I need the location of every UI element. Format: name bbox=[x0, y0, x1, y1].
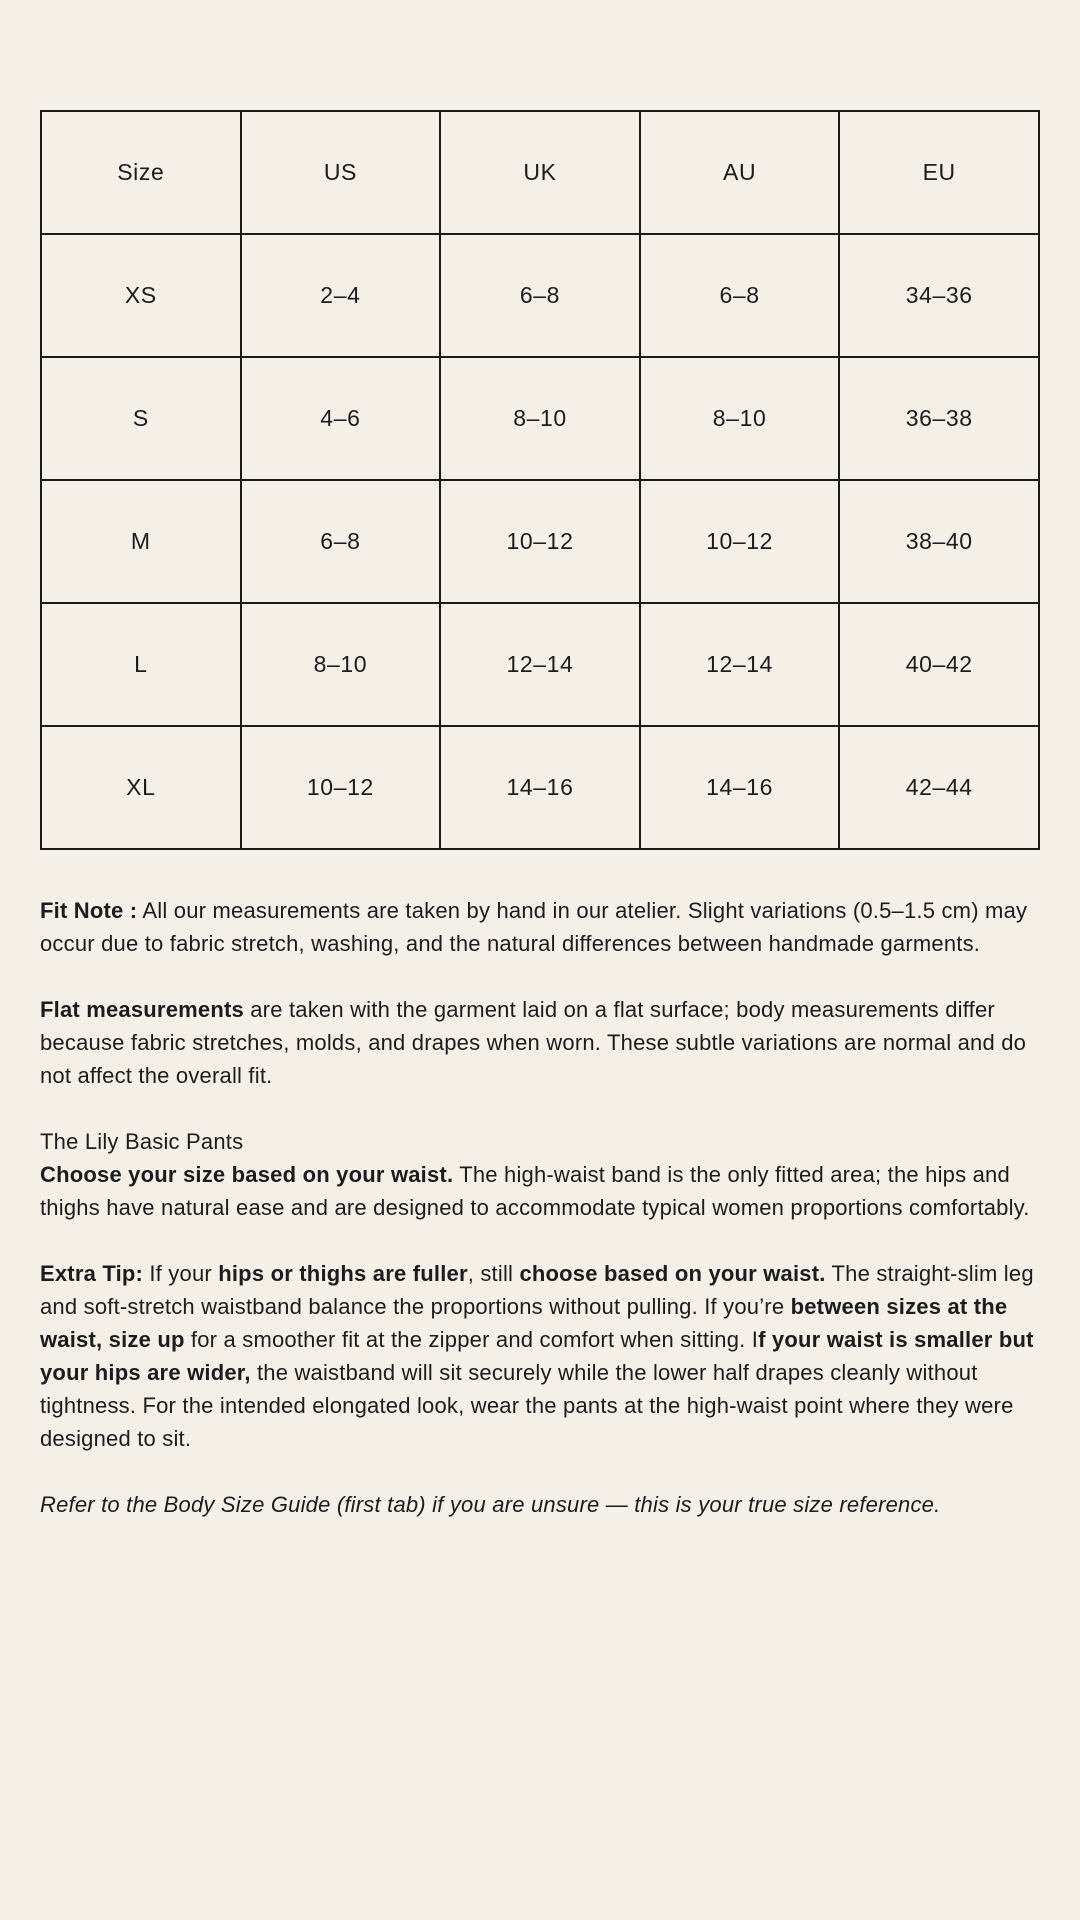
us-value: 6–8 bbox=[239, 479, 442, 604]
product-title: The Lily Basic Pants bbox=[40, 1125, 1040, 1158]
au-value: 8–10 bbox=[638, 356, 841, 481]
size-table-header: Size US UK AU EU bbox=[40, 110, 1040, 235]
sizing-advice-paragraph: Choose your size based on your waist. Th… bbox=[40, 1158, 1040, 1224]
column-header-uk: UK bbox=[439, 110, 641, 235]
table-row-m: M 6–8 10–12 10–12 38–40 bbox=[40, 479, 1040, 604]
au-value: 6–8 bbox=[638, 233, 841, 358]
extra-tip-paragraph: Extra Tip: If your hips or thighs are fu… bbox=[40, 1257, 1040, 1455]
size-label: L bbox=[40, 602, 242, 727]
extra-tip-text: , still bbox=[467, 1261, 520, 1286]
column-header-size: Size bbox=[40, 110, 242, 235]
extra-tip-label: Extra Tip: bbox=[40, 1261, 144, 1286]
us-value: 2–4 bbox=[239, 233, 442, 358]
au-value: 14–16 bbox=[638, 725, 841, 850]
uk-value: 6–8 bbox=[439, 233, 641, 358]
size-guide-notes: Fit Note : All our measurements are take… bbox=[40, 894, 1040, 1521]
column-header-eu: EU bbox=[838, 110, 1040, 235]
header-row: Size US UK AU EU bbox=[40, 110, 1040, 235]
au-value: 10–12 bbox=[638, 479, 841, 604]
reference-note-text: Refer to the Body Size Guide (first tab)… bbox=[40, 1492, 941, 1517]
size-label: XL bbox=[40, 725, 242, 850]
fit-note-label: Fit Note : bbox=[40, 898, 138, 923]
eu-value: 38–40 bbox=[838, 479, 1040, 604]
reference-note: Refer to the Body Size Guide (first tab)… bbox=[40, 1488, 1040, 1521]
uk-value: 8–10 bbox=[439, 356, 641, 481]
eu-value: 34–36 bbox=[838, 233, 1040, 358]
table-row-l: L 8–10 12–14 12–14 40–42 bbox=[40, 602, 1040, 727]
extra-tip-bold-choose: choose based on your waist. bbox=[519, 1261, 826, 1286]
uk-value: 10–12 bbox=[439, 479, 641, 604]
fit-note-paragraph: Fit Note : All our measurements are take… bbox=[40, 894, 1040, 960]
extra-tip-text: The straight-slim leg and soft-stretch w… bbox=[40, 1261, 1034, 1319]
table-row-s: S 4–6 8–10 8–10 36–38 bbox=[40, 356, 1040, 481]
size-label: S bbox=[40, 356, 242, 481]
fit-note-text: All our measurements are taken by hand i… bbox=[40, 898, 1028, 956]
column-header-us: US bbox=[239, 110, 442, 235]
column-header-au: AU bbox=[638, 110, 841, 235]
size-label: XS bbox=[40, 233, 242, 358]
product-title-text: The Lily Basic Pants bbox=[40, 1129, 244, 1154]
flat-measurements-label: Flat measurements bbox=[40, 997, 244, 1022]
flat-measurements-text: are taken with the garment laid on a fla… bbox=[40, 997, 1027, 1088]
us-value: 8–10 bbox=[239, 602, 442, 727]
extra-tip-text: If your bbox=[143, 1261, 219, 1286]
eu-value: 40–42 bbox=[838, 602, 1040, 727]
extra-tip-bold-hips: hips or thighs are fuller bbox=[218, 1261, 468, 1286]
size-table-body: XS 2–4 6–8 6–8 34–36 S 4–6 8–10 8–10 36–… bbox=[40, 233, 1040, 850]
eu-value: 42–44 bbox=[838, 725, 1040, 850]
eu-value: 36–38 bbox=[838, 356, 1040, 481]
uk-value: 14–16 bbox=[439, 725, 641, 850]
sizing-advice-text: The high-waist band is the only fitted a… bbox=[40, 1162, 1030, 1220]
sizing-advice-bold: Choose your size based on your waist. bbox=[40, 1162, 454, 1187]
au-value: 12–14 bbox=[638, 602, 841, 727]
uk-value: 12–14 bbox=[439, 602, 641, 727]
us-value: 4–6 bbox=[239, 356, 442, 481]
size-conversion-table: Size US UK AU EU XS 2–4 6–8 6–8 34–36 S … bbox=[40, 110, 1040, 850]
table-row-xs: XS 2–4 6–8 6–8 34–36 bbox=[40, 233, 1040, 358]
us-value: 10–12 bbox=[239, 725, 442, 850]
extra-tip-text: for a smoother fit at the zipper and com… bbox=[184, 1327, 759, 1352]
extra-tip-text: the waistband will sit securely while th… bbox=[40, 1360, 1014, 1451]
flat-measurements-paragraph: Flat measurements are taken with the gar… bbox=[40, 993, 1040, 1092]
size-guide-page: Size US UK AU EU XS 2–4 6–8 6–8 34–36 S … bbox=[40, 110, 1040, 1521]
extra-tip-bold-sizeup: between sizes at the waist, size up bbox=[40, 1294, 1008, 1352]
size-label: M bbox=[40, 479, 242, 604]
table-row-xl: XL 10–12 14–16 14–16 42–44 bbox=[40, 725, 1040, 850]
extra-tip-bold-waist-smaller: f your waist is smaller but your hips ar… bbox=[40, 1327, 1034, 1385]
